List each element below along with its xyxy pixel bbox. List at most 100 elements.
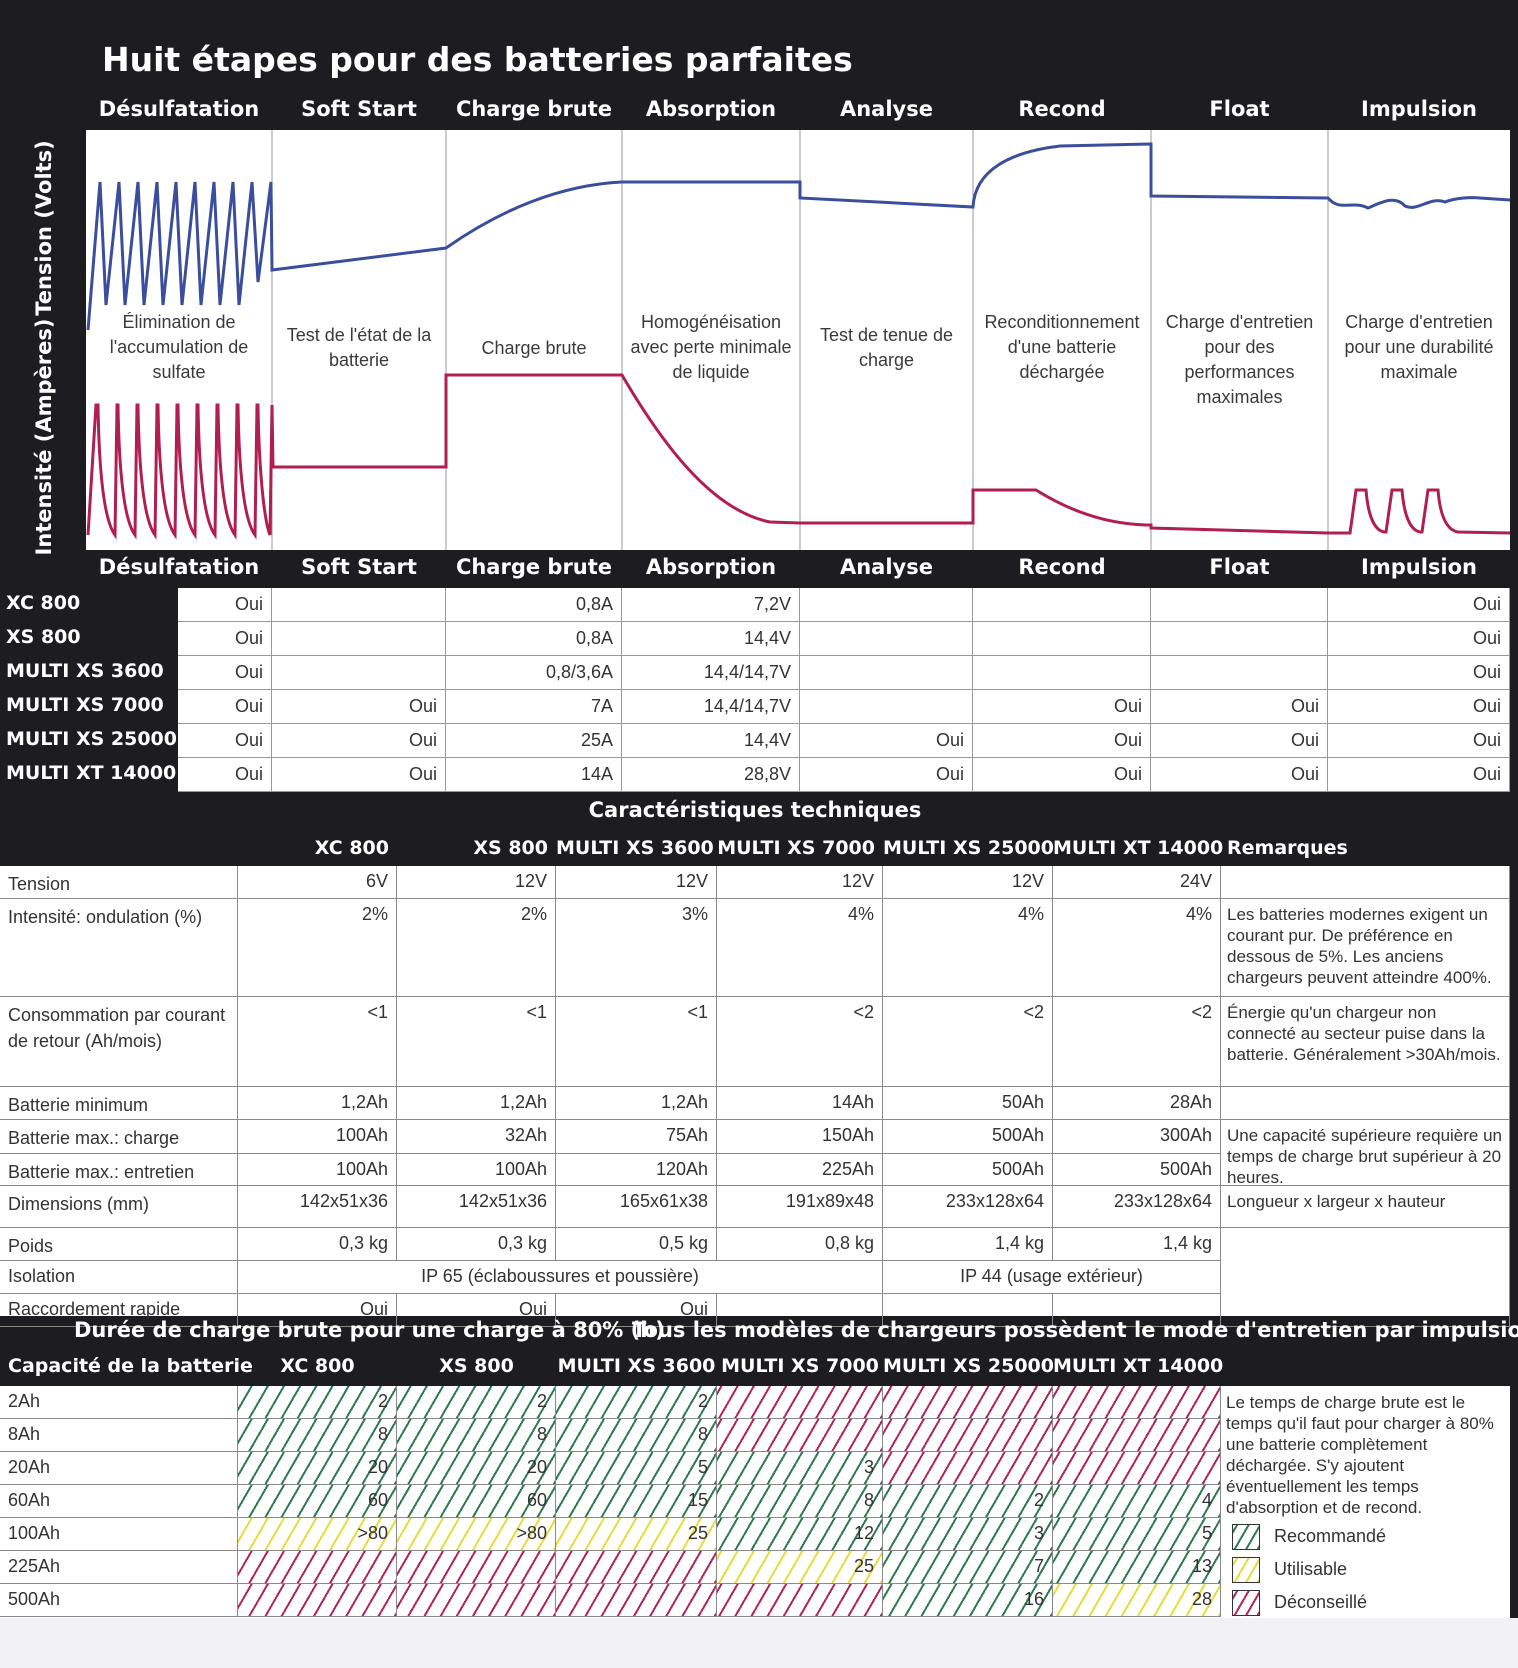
charge-time-cell: [717, 1584, 883, 1617]
charge-time-cell: 5: [1053, 1518, 1221, 1551]
model-cell: Oui: [272, 758, 446, 792]
specs-column-header: XC 800: [314, 837, 389, 859]
model-cell: Oui: [1328, 758, 1510, 792]
stage-description: Charge brute: [481, 338, 587, 358]
specs-value: 3%: [556, 899, 717, 997]
charge-time-column-header: MULTI XS 7000: [721, 1355, 879, 1377]
model-cell: 14,4V: [622, 622, 800, 656]
charge-time-cell: [238, 1584, 397, 1617]
specs-remark: Énergie qu'un chargeur non connecté au s…: [1221, 997, 1510, 1087]
capacity-label: 2Ah: [0, 1386, 238, 1419]
charge-time-column-header: XS 800: [439, 1355, 514, 1377]
specs-value: <1: [397, 997, 556, 1087]
charge-time-cell: >80: [238, 1518, 397, 1551]
charge-time-cell: 8: [556, 1419, 717, 1452]
model-cell: [800, 690, 973, 724]
charge-time-cell: [1053, 1419, 1221, 1452]
model-cell: Oui: [1328, 622, 1510, 656]
model-cell: Oui: [1151, 724, 1328, 758]
model-name: XS 800: [6, 626, 81, 648]
stage-label: Impulsion: [1361, 555, 1477, 579]
model-cell: Oui: [1151, 758, 1328, 792]
specs-value: 500Ah: [883, 1154, 1053, 1186]
charge-time-cell: [1053, 1452, 1221, 1485]
charge-time-note: Le temps de charge brute est le temps qu…: [1226, 1393, 1494, 1517]
stage-label: Absorption: [645, 555, 777, 579]
model-cell: [973, 622, 1151, 656]
stage-label: Absorption: [645, 97, 777, 121]
stage-description: Test de l'état de la batterie: [286, 325, 432, 370]
charge-time-cell: 3: [883, 1518, 1053, 1551]
model-cell: [973, 656, 1151, 690]
specs-value: 50Ah: [883, 1087, 1053, 1120]
specs-value: 6V: [238, 866, 397, 899]
model-cell: Oui: [800, 724, 973, 758]
specs-value: 225Ah: [717, 1154, 883, 1186]
charge-time-cell: 60: [238, 1485, 397, 1518]
specs-row-label: Tension: [0, 866, 238, 899]
capacity-label: 20Ah: [0, 1452, 238, 1485]
specs-value: 1,2Ah: [397, 1087, 556, 1120]
specs-value: 12V: [556, 866, 717, 899]
stage-label: Analyse: [839, 555, 933, 579]
specs-value: 150Ah: [717, 1120, 883, 1154]
model-name: MULTI XS 25000: [6, 728, 177, 750]
charge-time-cell: 2: [883, 1485, 1053, 1518]
stage-description: Charge d'entretien pour une durabilité m…: [1344, 312, 1494, 382]
stage-label: Impulsion: [1361, 97, 1477, 121]
specs-row-label: Batterie minimum: [0, 1087, 238, 1120]
stage-description: Test de tenue de charge: [819, 325, 954, 370]
capacity-label: 500Ah: [0, 1584, 238, 1617]
charge-time-cell: [883, 1452, 1053, 1485]
isolation-value-a: IP 65 (éclaboussures et poussière): [238, 1261, 883, 1294]
specs-row-label: Intensité: ondulation (%): [0, 899, 238, 997]
charge-time-title: Durée de charge brute pour une charge à …: [74, 1318, 665, 1342]
specs-value: <2: [717, 997, 883, 1087]
specs-value: 12V: [397, 866, 556, 899]
stage-label: Analyse: [839, 97, 933, 121]
stage-label: Charge brute: [455, 555, 613, 579]
charge-time-cell: 16: [883, 1584, 1053, 1617]
specs-value: 14Ah: [717, 1087, 883, 1120]
charge-time-cell: 2: [397, 1386, 556, 1419]
model-cell: 28,8V: [622, 758, 800, 792]
model-name: MULTI XS 7000: [6, 694, 164, 716]
quick-connect-value: [717, 1294, 883, 1327]
model-cell: Oui: [272, 690, 446, 724]
charge-time-cell: >80: [397, 1518, 556, 1551]
quick-connect-label: Raccordement rapide: [0, 1294, 238, 1327]
charge-time-cell: 8: [717, 1485, 883, 1518]
specs-column-header: Remarques: [1227, 837, 1348, 859]
specs-column-header: MULTI XS 7000: [717, 837, 875, 859]
charge-time-cell: 13: [1053, 1551, 1221, 1584]
specs-title: Caractéristiques techniques: [588, 798, 922, 822]
specs-value: 233x128x64: [1053, 1186, 1221, 1228]
capacity-label: 100Ah: [0, 1518, 238, 1551]
stage-label: Soft Start: [301, 97, 417, 121]
specs-value: 100Ah: [238, 1120, 397, 1154]
charge-time-cell: [883, 1419, 1053, 1452]
specs-value: 0,3 kg: [397, 1228, 556, 1261]
stage-label: Charge brute: [455, 97, 613, 121]
model-name: MULTI XT 14000: [6, 762, 177, 784]
model-cell: [800, 588, 973, 622]
specs-value: 142x51x36: [238, 1186, 397, 1228]
model-name: XC 800: [6, 592, 81, 614]
model-cell: 14,4/14,7V: [622, 690, 800, 724]
specs-value: 165x61x38: [556, 1186, 717, 1228]
specs-remark: Les batteries modernes exigent un couran…: [1221, 899, 1510, 997]
charge-time-column-header: MULTI XT 14000: [1053, 1355, 1224, 1377]
quick-connect-value: Oui: [556, 1294, 717, 1327]
charge-time-cell: 20: [238, 1452, 397, 1485]
specs-value: 1,2Ah: [238, 1087, 397, 1120]
specs-value: 2%: [397, 899, 556, 997]
charge-time-cell: 28: [1053, 1584, 1221, 1617]
model-cell: 14A: [446, 758, 622, 792]
charge-time-cell: 5: [556, 1452, 717, 1485]
specs-value: 4%: [717, 899, 883, 997]
model-cell: [973, 588, 1151, 622]
model-cell: 0,8A: [446, 622, 622, 656]
specs-value: 120Ah: [556, 1154, 717, 1186]
charge-time-cell: 60: [397, 1485, 556, 1518]
capacity-header: Capacité de la batterie: [8, 1355, 253, 1377]
